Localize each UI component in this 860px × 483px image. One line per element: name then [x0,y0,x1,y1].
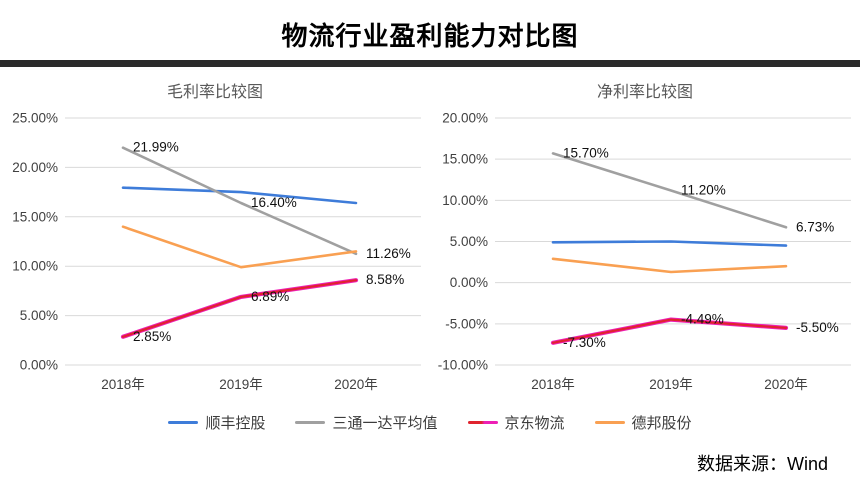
data-label: 8.58% [366,272,404,287]
y-axis-tick-label: 0.00% [450,275,488,290]
data-label: 6.73% [796,219,834,234]
legend-label-jingdong: 京东物流 [504,415,565,432]
data-label: 2.85% [133,329,171,344]
data-label: 11.26% [366,246,411,261]
legend-label-debang: 德邦股份 [631,415,692,432]
y-axis-tick-label: 15.00% [12,209,58,224]
series-line [551,240,788,247]
legend-label-shunfeng: 顺丰控股 [205,415,266,432]
data-label: -4.49% [681,312,724,327]
y-axis-tick-label: 15.00% [442,152,488,167]
y-axis-tick-label: 10.00% [442,193,488,208]
legend-label-santongyida: 三通一达平均值 [332,415,438,432]
legend-marker-shunfeng [168,421,199,424]
legend-item-santongyida: 三通一达平均值 [295,412,438,433]
data-label: 21.99% [133,140,179,155]
series-line [121,225,358,269]
y-axis-tick-label: 0.00% [20,358,58,373]
legend-marker-santongyida [295,421,326,424]
title-divider [0,60,860,67]
y-axis-tick-label: -5.00% [445,316,488,331]
x-axis-category-label: 2018年 [531,377,575,392]
y-axis-tick-label: 25.00% [12,111,58,126]
legend-item-jingdong: 京东物流 [467,412,565,433]
series-line [551,318,788,344]
y-axis-tick-label: -10.00% [438,358,488,373]
y-axis-tick-label: 5.00% [20,308,58,323]
series-line [121,279,358,338]
charts-row: 毛利率比较图 25.00% 20.00% 15.00% 10.00% 5.00% 0.00… [0,70,860,400]
series-line [551,257,788,274]
data-label: -5.50% [796,320,839,335]
x-axis-category-label: 2019年 [219,377,263,392]
x-axis-category-label: 2019年 [649,377,693,392]
legend-marker-jingdong [467,421,498,424]
y-axis-tick-label: 20.00% [442,111,488,126]
gross-margin-chart: 毛利率比较图 25.00% 20.00% 15.00% 10.00% 5.00% 0.00… [0,70,430,400]
x-axis-category-label: 2020年 [764,377,808,392]
x-axis-category-label: 2018年 [101,377,145,392]
data-label: -7.30% [563,335,606,350]
data-label: 16.40% [251,195,297,210]
legend: 顺丰控股 三通一达平均值 京东物流 德邦股份 [0,412,860,433]
y-axis-tick-label: 5.00% [450,234,488,249]
gross-margin-chart-title: 毛利率比较图 [166,84,263,101]
y-axis-tick-label: 10.00% [12,259,58,274]
legend-item-shunfeng: 顺丰控股 [168,412,265,433]
data-label: 11.20% [681,182,726,197]
x-axis-category-label: 2020年 [334,377,378,392]
series-line [121,146,358,256]
data-source-note: 数据来源：Wind [696,454,828,474]
y-axis-tick-label: 20.00% [12,160,58,175]
net-margin-plot-canvas: 20.00% 15.00% 10.00% 5.00% 0.00% -5.00% -10.00… [438,111,851,392]
net-margin-chart-title: 净利率比较图 [596,84,693,101]
series-line [121,186,358,205]
gross-margin-plot-canvas: 25.00% 20.00% 15.00% 10.00% 5.00% 0.00% 2018年 2… [12,111,421,392]
page-title: 物流行业盈利能力对比图 [281,21,579,51]
legend-item-debang: 德邦股份 [594,412,692,433]
data-label: 6.89% [251,289,289,304]
data-label: 15.70% [563,145,609,160]
legend-marker-debang [594,421,625,424]
net-margin-chart: 净利率比较图 20.00% 15.00% 10.00% 5.00% 0.00% -5.00… [430,70,860,400]
series-line [551,152,788,229]
